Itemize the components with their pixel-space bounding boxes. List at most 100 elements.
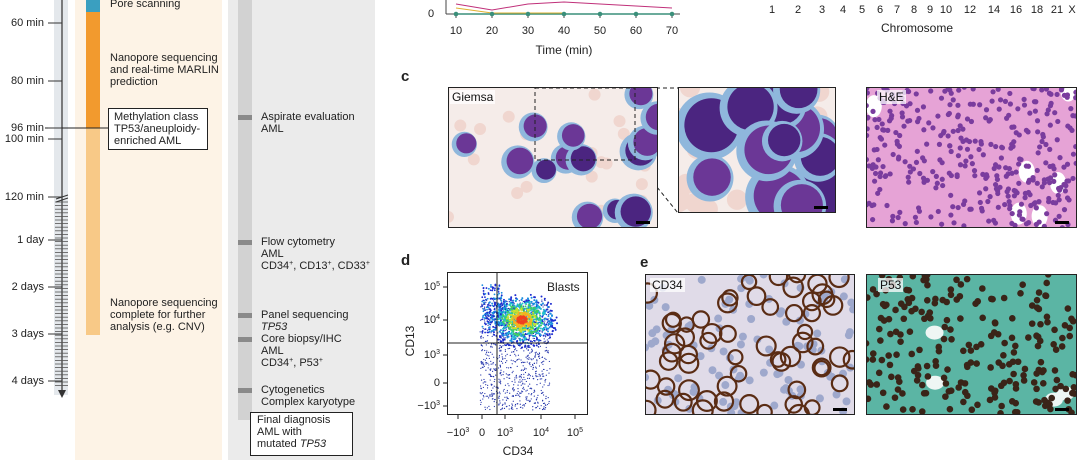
plot-dot [597, 11, 603, 17]
event-dot [519, 311, 522, 314]
event-dot [545, 308, 548, 311]
event-dot [522, 333, 525, 336]
event-dot [482, 290, 485, 292]
event-dot [487, 395, 489, 397]
event-dot [534, 318, 537, 321]
event-dot [500, 346, 503, 349]
p53-nucleus [1021, 365, 1029, 373]
text-line: Final diagnosis [257, 414, 330, 426]
image-label: Giemsa [450, 90, 496, 104]
event-dot [531, 388, 533, 390]
event-dot [541, 408, 544, 411]
event-dot [510, 338, 513, 341]
event-dot [510, 296, 513, 299]
event-dot [545, 378, 547, 381]
text-run: Nanopore sequencing [110, 297, 218, 309]
image-label: H&E [877, 90, 906, 104]
event-dot [483, 363, 485, 365]
event-dot [514, 294, 517, 297]
clinical-step: Aspirate evaluation AML [261, 111, 355, 135]
nucleus [1058, 87, 1065, 93]
event-dot [508, 385, 510, 387]
event-dot [545, 346, 547, 349]
nucleus [647, 339, 656, 348]
nucleus [1022, 195, 1028, 201]
event-dot [523, 325, 526, 328]
cd34-cell [813, 359, 830, 377]
event-dot [526, 358, 528, 360]
event-dot [508, 300, 510, 303]
event-dot [505, 399, 508, 401]
nucleus [913, 91, 919, 97]
event-dot [485, 357, 488, 359]
p53-nucleus [1053, 376, 1061, 384]
event-dot [529, 400, 531, 402]
event-dot [527, 345, 530, 348]
scale-bar [1055, 408, 1069, 411]
text-line: analysis (e.g. CNV) [110, 321, 218, 333]
event-dot [535, 367, 537, 369]
p53-nucleus [921, 315, 928, 323]
p53-nucleus [1010, 370, 1017, 378]
nucleus [753, 335, 762, 344]
p53-nucleus [903, 286, 910, 294]
text-run: + [289, 357, 294, 364]
event-dot [541, 321, 544, 324]
nucleus [938, 95, 945, 101]
event-dot [519, 375, 521, 377]
event-dot [500, 311, 503, 314]
nucleus [968, 154, 974, 160]
event-dot [535, 333, 537, 336]
event-dot [548, 384, 551, 386]
event-dot [547, 309, 549, 311]
event-dot [538, 324, 541, 327]
micrograph [678, 87, 836, 213]
cd34-cell [842, 349, 855, 370]
nucleus [976, 190, 983, 196]
text-line: Cytogenetics [261, 384, 355, 396]
cd34-cell [829, 346, 851, 368]
nucleus [645, 373, 650, 382]
cd34-cell [828, 274, 850, 289]
event-dot [502, 311, 505, 314]
event-dot [489, 289, 492, 292]
nucleus [957, 145, 963, 151]
event-dot [502, 399, 504, 401]
event-dot [512, 344, 514, 347]
event-dot [491, 304, 494, 307]
nucleus [633, 127, 658, 156]
plot-dot [561, 11, 567, 17]
p53-nucleus [1047, 405, 1054, 413]
event-dot [546, 303, 549, 306]
text-run: Methylation class [114, 111, 199, 123]
nucleus [962, 163, 968, 169]
event-dot [494, 398, 496, 401]
nucleus [905, 174, 911, 180]
event-dot [538, 311, 541, 314]
time-tick-label: 1 day [17, 234, 44, 246]
event-dot [548, 337, 550, 340]
event-dot [541, 361, 544, 363]
event-dot [505, 326, 508, 329]
nucleus [972, 173, 978, 179]
event-dot [530, 334, 532, 336]
p53-nucleus [906, 328, 914, 336]
event-dot [501, 404, 504, 407]
event-dot [497, 287, 500, 290]
event-dot [520, 375, 522, 378]
chromosome-tick-label: 16 [1009, 4, 1023, 16]
event-dot [489, 368, 491, 370]
nucleus [844, 331, 853, 340]
event-dot [485, 301, 487, 303]
text-run: and real-time MARLIN [110, 64, 219, 76]
event-dot [504, 392, 506, 394]
event-dot [523, 328, 526, 331]
event-dot [523, 388, 525, 390]
nucleus [986, 118, 992, 124]
text-run: CD34 [261, 260, 290, 272]
event-dot [535, 372, 537, 375]
p53-nucleus [1032, 398, 1040, 405]
p53-nucleus [1008, 334, 1016, 342]
final-box [250, 412, 353, 456]
event-dot [512, 408, 514, 410]
